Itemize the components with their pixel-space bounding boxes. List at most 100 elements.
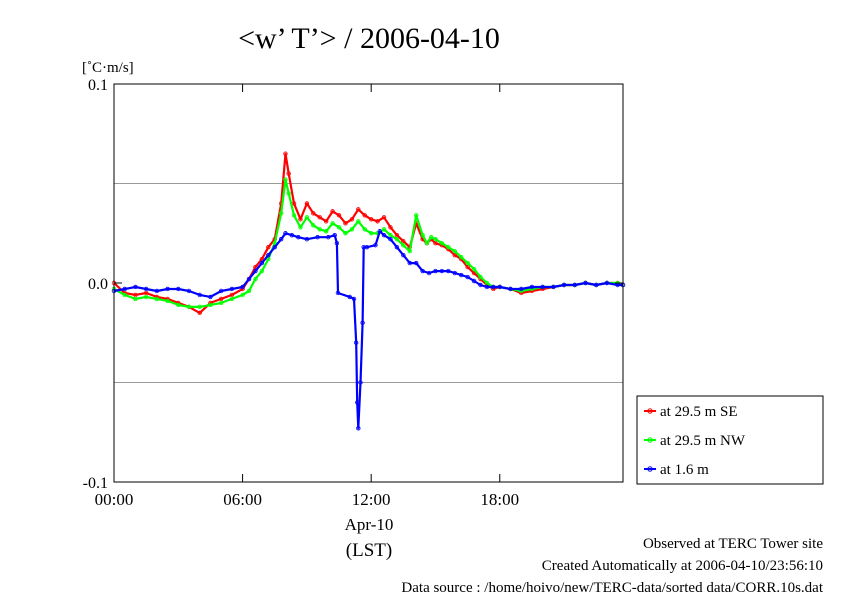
- data-point: [298, 225, 303, 230]
- data-point: [420, 233, 425, 238]
- data-point: [446, 244, 451, 250]
- data-point: [458, 272, 464, 278]
- data-point: [143, 286, 149, 292]
- plot-frame: [113, 83, 624, 483]
- data-point: [362, 213, 367, 218]
- data-point: [296, 235, 301, 240]
- series-2: [111, 229, 626, 431]
- x-tick-label: 06:00: [223, 490, 262, 509]
- data-point: [478, 282, 483, 288]
- data-point: [388, 225, 393, 230]
- data-point: [439, 240, 445, 246]
- data-point: [394, 244, 400, 250]
- data-point: [381, 215, 387, 220]
- data-point: [368, 217, 374, 222]
- data-point: [343, 221, 348, 226]
- data-point: [197, 304, 202, 310]
- data-point: [420, 268, 425, 274]
- data-point: [122, 286, 127, 292]
- data-point: [458, 254, 464, 260]
- data-point: [465, 260, 470, 266]
- data-point: [446, 268, 451, 274]
- data-point: [484, 284, 490, 290]
- data-point: [208, 302, 213, 308]
- data-point: [266, 244, 271, 250]
- data-point: [471, 278, 477, 284]
- data-point: [356, 207, 361, 212]
- data-point: [197, 310, 202, 316]
- data-point: [154, 288, 160, 294]
- data-point: [465, 274, 470, 280]
- legend-label: at 1.6 m: [660, 462, 709, 478]
- data-point: [347, 294, 352, 300]
- data-point: [355, 400, 360, 405]
- x-axis-label: (LST): [346, 540, 392, 561]
- data-point: [334, 240, 340, 246]
- data-point: [208, 294, 213, 300]
- data-point: [278, 211, 284, 216]
- data-point: [336, 213, 342, 218]
- data-point: [330, 221, 335, 226]
- data-point: [326, 235, 331, 240]
- data-point: [133, 296, 138, 302]
- data-point: [304, 215, 310, 220]
- y-axis: -0.1 0.0 0.1: [83, 77, 623, 492]
- data-point: [401, 242, 406, 248]
- data-point: [259, 268, 265, 274]
- footer-source: Data source : /home/hoivo/new/TERC-data/…: [401, 580, 823, 596]
- y-tick-label: 0.0: [88, 276, 108, 293]
- data-point: [452, 248, 457, 254]
- data-point: [154, 296, 160, 302]
- data-point: [246, 288, 252, 294]
- data-point: [413, 260, 419, 266]
- data-point: [317, 227, 322, 232]
- data-point: [186, 288, 192, 294]
- legend-marker: [647, 466, 653, 472]
- data-point: [381, 233, 387, 238]
- data-point: [272, 244, 277, 250]
- y-tick-label: -0.1: [83, 475, 108, 492]
- data-point: [508, 286, 513, 292]
- data-point: [349, 227, 355, 232]
- data-point: [283, 151, 288, 156]
- data-point: [165, 286, 170, 292]
- series-layer: [111, 151, 626, 431]
- data-point: [561, 282, 567, 288]
- data-point: [197, 292, 202, 298]
- x-tick-label: 12:00: [352, 490, 391, 509]
- data-point: [424, 240, 430, 246]
- data-point: [218, 300, 224, 306]
- data-point: [289, 233, 295, 238]
- data-point: [336, 225, 342, 230]
- data-point: [358, 380, 363, 385]
- data-point: [240, 292, 245, 298]
- data-point: [381, 227, 387, 232]
- data-point: [364, 244, 370, 250]
- data-point: [572, 282, 577, 288]
- data-point: [583, 280, 588, 286]
- legend-label: at 29.5 m NW: [660, 433, 746, 449]
- data-point: [407, 248, 412, 254]
- x-axis: 00:00 06:00 12:00 18:00: [95, 84, 519, 509]
- data-point: [122, 292, 127, 298]
- data-point: [315, 235, 320, 240]
- data-point: [604, 280, 610, 286]
- data-point: [229, 286, 235, 292]
- footer-created: Created Automatically at 2006-04-10/23:5…: [541, 558, 823, 574]
- data-point: [353, 340, 359, 345]
- data-point: [229, 296, 235, 302]
- data-point: [304, 237, 310, 242]
- data-point: [519, 286, 524, 292]
- data-point: [428, 235, 434, 240]
- data-point: [388, 237, 393, 242]
- data-point: [323, 229, 329, 234]
- data-point: [433, 268, 438, 274]
- data-point: [362, 227, 367, 232]
- data-point: [133, 284, 138, 290]
- data-point: [283, 177, 288, 182]
- data-point: [317, 215, 322, 220]
- data-point: [286, 191, 291, 196]
- data-point: [478, 274, 483, 280]
- legend-marker: [647, 437, 653, 443]
- data-point: [373, 242, 378, 248]
